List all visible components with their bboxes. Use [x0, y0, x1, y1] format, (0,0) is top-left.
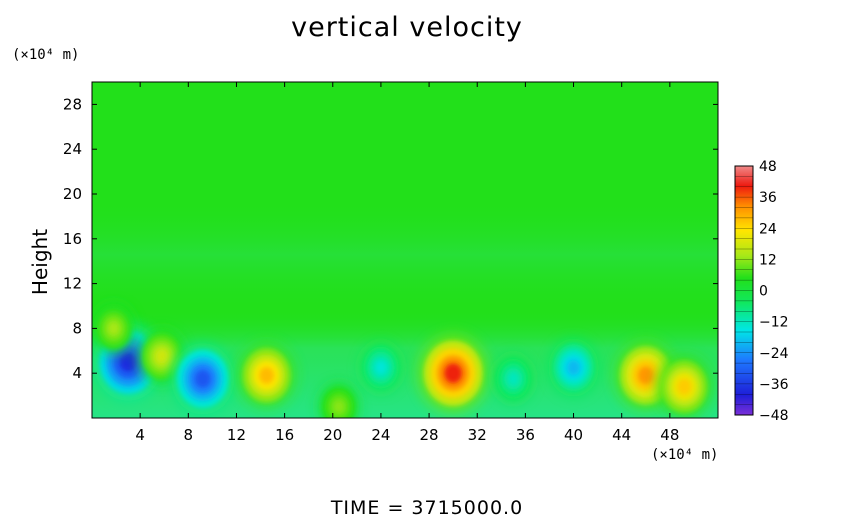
velocity-cell: [237, 342, 296, 409]
y-tick-label: 12: [63, 275, 82, 293]
x-tick-label: 36: [516, 426, 535, 444]
velocity-cell: [492, 354, 534, 404]
x-tick-label: 48: [660, 426, 679, 444]
x-tick-label: 44: [612, 426, 631, 444]
y-tick-label: 28: [63, 95, 82, 113]
colorbar-tick-label: −36: [759, 377, 789, 393]
x-tick-label: 16: [275, 426, 294, 444]
x-tick-label: 20: [323, 426, 342, 444]
colorbar-tick-label: 36: [759, 190, 777, 206]
colorbar-tick-label: 24: [759, 221, 777, 237]
x-axis-unit: (×10⁴ m): [651, 447, 719, 463]
colorbar-tick-label: −24: [759, 346, 789, 362]
plot-frame: [91, 81, 719, 419]
x-tick-label: 12: [227, 426, 246, 444]
colorbar-tick-label: 48: [759, 159, 777, 175]
y-tick-label: 20: [63, 185, 82, 203]
colorbar-ticks: 48 36 24 12 0 −12 −24 −36 −48: [735, 159, 789, 424]
colorbar-tick-label: −12: [759, 315, 789, 331]
time-readout: TIME = 3715000.0: [330, 497, 524, 519]
velocity-cell: [171, 343, 235, 415]
y-tick-label: 24: [63, 140, 82, 158]
x-tick-label: 4: [135, 426, 145, 444]
y-tick-label: 8: [72, 319, 82, 337]
colorbar-tick-label: 12: [759, 252, 777, 268]
x-axis: 4 8 12 16 20 24 28 32 36 40 44 48: [135, 82, 679, 444]
colorbar-tick-label: 0: [759, 284, 768, 300]
y-axis-label: Height: [28, 228, 52, 296]
y-tick-label: 4: [72, 364, 82, 382]
velocity-cell: [656, 354, 713, 418]
velocity-cell: [359, 341, 403, 394]
velocity-cell: [417, 333, 490, 414]
velocity-cell: [548, 338, 599, 397]
y-tick-label: 16: [63, 230, 82, 248]
x-tick-label: 28: [420, 426, 439, 444]
velocity-cell: [318, 382, 360, 418]
y-axis: 4 8 12 16 20 24 28: [63, 95, 718, 382]
colorbar-tick-label: −48: [759, 408, 789, 424]
velocity-cell: [137, 328, 186, 385]
velocity-field: [92, 82, 718, 418]
chart-title: vertical velocity: [291, 12, 523, 43]
x-tick-label: 32: [468, 426, 487, 444]
x-tick-label: 24: [371, 426, 390, 444]
y-axis-unit: (×10⁴ m): [12, 47, 80, 63]
velocity-cell: [92, 302, 136, 355]
x-tick-label: 8: [184, 426, 194, 444]
x-tick-label: 40: [564, 426, 583, 444]
